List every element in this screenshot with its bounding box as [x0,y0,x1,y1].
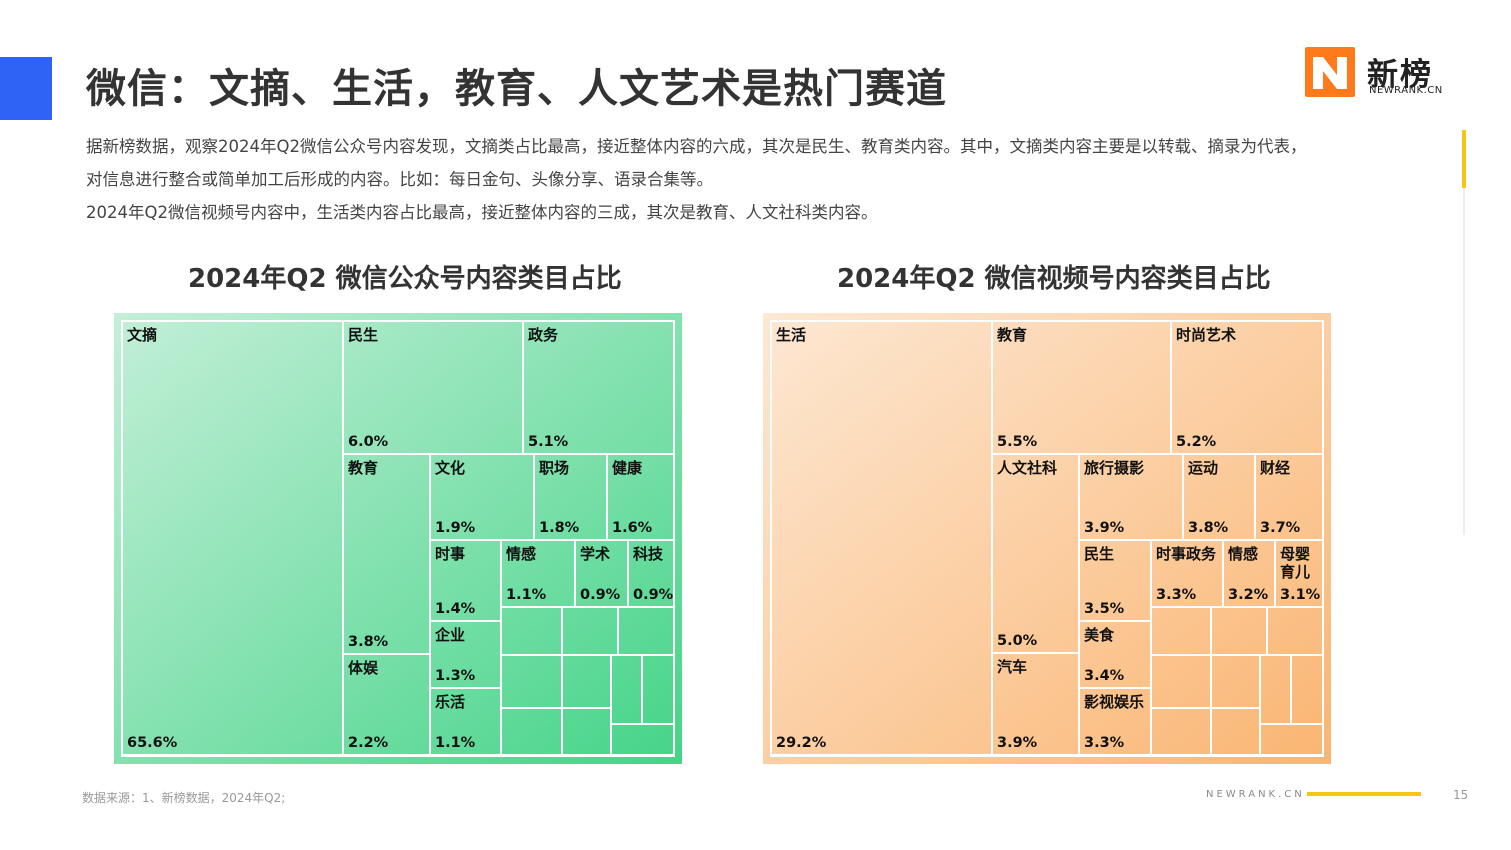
treemap-cell: 企业 1.3% [429,620,502,689]
treemap-cell-label: 健康 [612,459,643,477]
footer-accent-bar [1307,792,1421,796]
chart-title-video-accounts: 2024年Q2 微信视频号内容类目占比 [837,264,1271,294]
treemap-cell: 乐活 1.1% [429,687,502,756]
treemap-cell-value: 3.9% [1084,520,1125,536]
treemap-cell-value: 3.2% [1228,587,1269,603]
treemap-video-accounts: 生活 29.2% 教育 5.5% 时尚艺术 5.2% 人文社科 5.0% 汽车 3.9% 旅行摄影 3… [763,313,1331,764]
treemap-cell-value: 3.8% [348,634,389,650]
description-line-2: 对信息进行整合或简单加工后形成的内容。比如：每日金句、头像分享、语录合集等。 [86,170,713,189]
treemap-cell-value: 5.5% [997,434,1038,450]
chart-title-public-accounts: 2024年Q2 微信公众号内容类目占比 [188,264,622,294]
logo-subtext: NEWRANK.CN [1369,85,1443,96]
treemap-cell-value: 1.1% [435,735,476,751]
treemap-cell-value: 6.0% [348,434,389,450]
treemap-cell-label: 影视娱乐 [1084,693,1144,711]
treemap-cell-label: 美食 [1084,626,1115,644]
footer-brand: NEWRANK.CN [1206,789,1305,800]
treemap-cell-label: 母婴 [1280,545,1310,563]
treemap-cell-value: 0.9% [633,587,674,603]
page-number: 15 [1453,788,1469,802]
treemap-cell-label: 时事 [435,545,465,563]
treemap-cell-label: 企业 [434,626,465,644]
treemap-cell-label: 旅行摄影 [1084,459,1144,477]
treemap-public-accounts: 文摘 65.6% 民生 6.0% 政务 5.1% 教育 3.8% 体娱 2.2% 文化 1.9% 职场 1… [114,313,682,764]
treemap-cell: 文化 1.9% [429,453,535,541]
logo-text: 新榜 [1367,57,1433,93]
treemap-cell-label: 教育 [347,459,378,477]
treemap-cell-label: 教育 [996,326,1027,344]
newrank-logo-icon [1305,47,1355,97]
data-source: 数据来源：1、新榜数据，2024年Q2; [82,791,286,805]
treemap-cell-label: 文摘 [127,326,157,344]
treemap-cell-label: 学术 [580,545,610,563]
treemap-outer-border [121,320,675,757]
treemap-cell-label: 时尚艺术 [1176,326,1236,344]
treemap-cell-value: 3.1% [1280,587,1321,603]
treemap-cell-label: 乐活 [435,693,465,711]
treemap-cell-value: 5.1% [528,434,569,450]
treemap-cell-value: 3.3% [1084,735,1125,751]
accent-block [0,57,52,120]
treemap-cell-value: 1.8% [539,520,580,536]
description-line-1: 据新榜数据，观察2024年Q2微信公众号内容发现，文摘类占比最高，接近整体内容的… [86,137,1307,156]
treemap-cell-value: 3.5% [1084,601,1125,617]
treemap-cell-label: 时事政务 [1156,545,1217,563]
treemap-cell-label: 政务 [528,326,559,344]
treemap-cell-value: 1.9% [435,520,476,536]
treemap-background [114,313,682,764]
treemap-cell-label: 体娱 [348,659,379,677]
treemap-cell-label: 人文社科 [997,459,1057,477]
treemap-cell-label: 科技 [633,545,664,563]
treemap-cell-value: 0.9% [580,587,621,603]
treemap-cell-value: 3.9% [997,735,1038,751]
treemap-cell-label: 职场 [539,459,569,477]
treemap-cell-value: 65.6% [127,735,178,751]
treemap-cell-value: 29.2% [776,735,827,751]
treemap-cell-label: 运动 [1188,459,1218,477]
treemap-cell-label: 文化 [435,459,465,477]
treemap-cell-value: 1.3% [435,668,476,684]
treemap-cell-value: 5.0% [997,633,1038,649]
treemap-cell: 科技 0.9% [627,539,675,608]
side-scroll-thumb [1462,130,1466,188]
treemap-cell-label: 民生 [348,326,378,344]
treemap-cell: 学术 0.9% [574,539,629,608]
treemap-cell-value: 3.4% [1084,668,1125,684]
newrank-logo: 新榜 NEWRANK.CN [1305,47,1455,99]
treemap-cell-value: 1.1% [506,587,547,603]
treemap-cell-value: 3.8% [1188,520,1229,536]
treemap-cell-label: 情感 [506,545,536,563]
treemap-cell-value: 5.2% [1176,434,1217,450]
page-title: 微信：文摘、生活，教育、人文艺术是热门赛道 [86,66,947,112]
treemap-outer-border [770,320,1324,757]
treemap-cell-value: 2.2% [348,735,389,751]
treemap-cell-value: 3.7% [1260,520,1301,536]
treemap-cell-value: 3.3% [1156,587,1197,603]
treemap-cell-label: 民生 [1084,545,1114,563]
treemap-cell-label: 情感 [1228,545,1258,563]
treemap-cell-label: 汽车 [997,658,1027,676]
treemap-cell-value: 1.4% [435,601,476,617]
treemap-background [763,313,1331,764]
treemap-cell-label: 财经 [1260,459,1290,477]
treemap-cell-label: 生活 [776,326,806,344]
treemap-cell: 美食 3.4% [1078,620,1152,689]
description-line-3: 2024年Q2微信视频号内容中，生活类内容占比最高，接近整体内容的三成，其次是教… [86,203,878,222]
description: 据新榜数据，观察2024年Q2微信公众号内容发现，文摘类占比最高，接近整体内容的… [86,130,1446,229]
treemap-cell-label: 育儿 [1280,563,1310,581]
side-scroll-track [1463,130,1465,535]
treemap-cell-value: 1.6% [612,520,653,536]
